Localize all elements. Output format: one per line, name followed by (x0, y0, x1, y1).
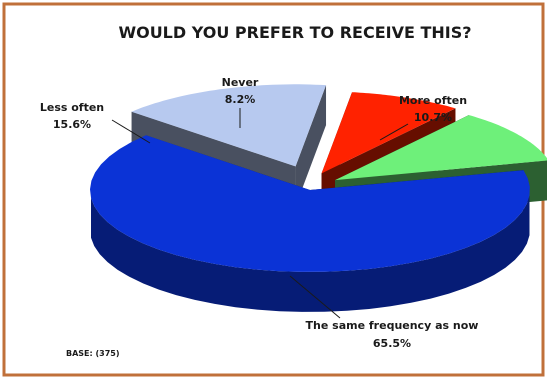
pie-slice-same (90, 135, 530, 312)
slice-label-same: The same frequency as now (306, 319, 479, 332)
slice-label-less: Less often (40, 101, 104, 114)
pie-slice-side-same (91, 195, 530, 312)
leader-line-less (111, 119, 151, 144)
slice-label-more: More often (399, 94, 467, 107)
pie-slice-cut-less-1 (295, 85, 327, 207)
pie-slice-top-never (321, 92, 456, 174)
pie-slice-top-less (131, 84, 326, 167)
chart-title: WOULD YOU PREFER TO RECEIVE THIS? (118, 23, 471, 42)
leader-line-same (289, 275, 341, 319)
slice-value-less: 15.6% (53, 118, 91, 131)
pie-slices (90, 84, 547, 312)
slice-value-same: 65.5% (373, 337, 411, 350)
slice-value-never: 8.2% (225, 93, 256, 106)
slice-value-more: 10.7% (414, 111, 452, 124)
base-note: BASE: (375) (66, 349, 120, 358)
slice-label-never: Never (222, 76, 259, 89)
leader-line-more (379, 123, 409, 141)
pie-slice-top-same (90, 135, 530, 272)
pie-slice-top-more (335, 115, 547, 181)
